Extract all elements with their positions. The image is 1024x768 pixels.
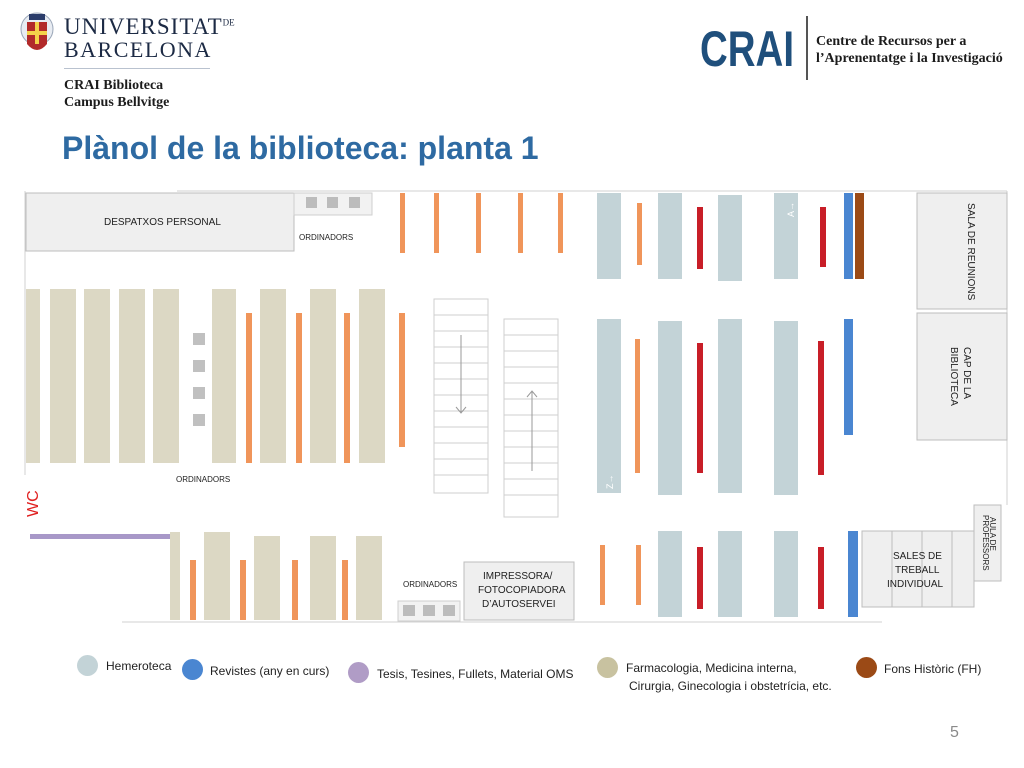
legend-tesis-label: Tesis, Tesines, Fullets, Material OMS — [377, 667, 574, 681]
university-seal-logo — [20, 12, 54, 50]
sala-reunions-room — [916, 192, 1008, 310]
stair-up-arrow — [526, 390, 538, 471]
orange-shelves-left — [246, 313, 405, 463]
ordinadors-top-label: ORDINADORS — [299, 233, 353, 242]
stair-down-arrow — [455, 335, 467, 414]
fons-historic-shelf — [855, 193, 864, 279]
hemeroteca-shelves — [597, 193, 798, 617]
subtitle-crai-biblioteca: CRAI Biblioteca — [64, 78, 164, 93]
printer-label-line2: FOTOCOPIADORA — [478, 585, 566, 596]
revistes-blue-shelves — [844, 193, 858, 617]
legend-farmacologia-swatch — [597, 657, 618, 678]
computers-top — [293, 192, 373, 216]
red-shelves — [697, 207, 826, 609]
page-title: Plànol de la biblioteca: planta 1 — [62, 130, 539, 166]
despatxos-personal-label: DESPATXOS PERSONAL — [104, 217, 221, 228]
orange-shelves-top — [400, 193, 563, 253]
printer-area — [463, 561, 575, 621]
cap-biblioteca-room — [916, 312, 1008, 441]
cap-biblioteca-label-line1: CAP DE LA — [961, 347, 972, 399]
sala-reunions-label: SALA DE REUNIONS — [965, 203, 976, 301]
legend-revistes-swatch — [182, 659, 203, 680]
tesis-shelf-purple — [30, 534, 170, 539]
aula-professors-label-line2: PROFESSORS — [981, 515, 990, 571]
aula-professors-room — [973, 504, 1002, 582]
crai-divider — [806, 16, 808, 80]
despatxos-personal-room — [25, 192, 295, 252]
beige-shelves-bottom — [170, 532, 382, 620]
legend-fons-historic-label: Fons Històric (FH) — [884, 662, 982, 676]
legend-hemeroteca-swatch — [77, 655, 98, 676]
sales-treball-individual-rooms — [861, 530, 975, 608]
printer-label-line1: IMPRESSORA/ — [483, 571, 553, 582]
header-divider — [64, 68, 210, 69]
university-de: DE — [222, 17, 235, 28]
sales-treball-label-line1: SALES DE — [893, 551, 942, 562]
page-number: 5 — [950, 724, 959, 741]
sales-treball-label-line2: TREBALL — [895, 565, 940, 576]
printer-label-line3: D’AUTOSERVEI — [482, 599, 556, 610]
legend-farmacologia-label-line1: Farmacologia, Medicina interna, — [626, 661, 797, 675]
ordinadors-bottom-label: ORDINADORS — [403, 580, 457, 589]
legend-revistes-label: Revistes (any en curs) — [210, 664, 330, 678]
legend-hemeroteca-label: Hemeroteca — [106, 659, 172, 673]
orange-shelves-right — [600, 203, 642, 605]
cap-biblioteca-label-line2: BIBLIOTECA — [948, 347, 959, 406]
crai-logo-text: CRAI — [700, 22, 794, 70]
university-name-line1: UNIVERSITATDE — [64, 14, 235, 39]
range-end-z: Z→ — [605, 475, 615, 490]
legend-farmacologia-label-line2: Cirurgia, Ginecologia i obstetrícia, etc… — [629, 679, 832, 693]
legend-fons-historic-swatch — [856, 657, 877, 678]
crai-logo: CRAI — [700, 22, 794, 70]
university-name-line2: BARCELONA — [64, 37, 212, 62]
computers-mid — [193, 333, 205, 426]
legend-tesis-swatch — [348, 662, 369, 683]
staircase-up — [503, 318, 559, 518]
crai-tagline-line1: Centre de Recursos per a — [816, 34, 967, 49]
subtitle-campus: Campus Bellvitge — [64, 95, 170, 110]
crai-tagline-line2: l’Aprenentatge i la Investigació — [816, 51, 1003, 66]
floor-plan: DESPATXOS PERSONAL ORDINADORS ORDINADORS… — [24, 190, 1008, 623]
wc-label: WC — [25, 490, 42, 517]
orange-shelves-bottom — [190, 560, 348, 620]
range-start-a: A→ — [786, 202, 796, 217]
aula-professors-label-line1: AULA DE — [988, 517, 997, 551]
sales-treball-label-line3: INDIVIDUAL — [887, 579, 944, 590]
legend: Hemeroteca Revistes (any en curs) Tesis,… — [0, 0, 1024, 693]
ordinadors-mid-label: ORDINADORS — [176, 475, 230, 484]
computers-bottom — [397, 600, 461, 622]
beige-shelves-left — [26, 289, 385, 463]
